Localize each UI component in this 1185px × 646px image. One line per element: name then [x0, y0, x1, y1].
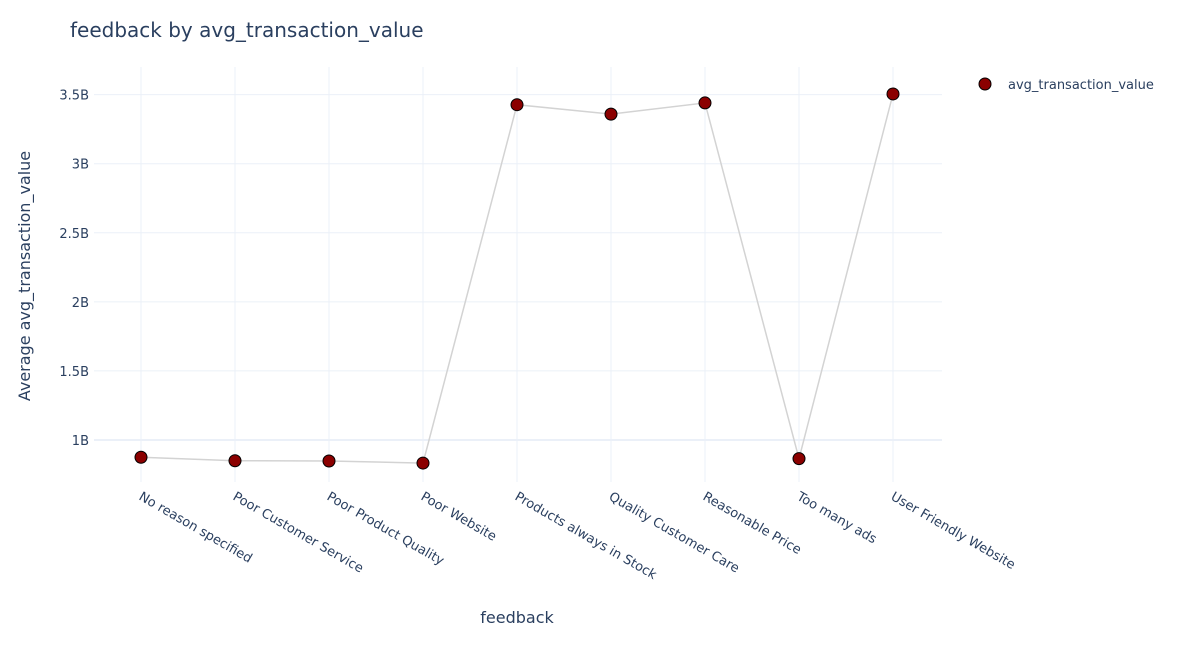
legend-marker-icon	[978, 77, 992, 91]
data-point[interactable]	[322, 454, 336, 468]
x-tick-label: User Friendly Website	[888, 489, 1018, 572]
data-point[interactable]	[134, 450, 148, 464]
data-point[interactable]	[416, 456, 430, 470]
grid	[94, 67, 942, 482]
data-point[interactable]	[792, 452, 806, 466]
data-point[interactable]	[604, 107, 618, 121]
data-point[interactable]	[228, 454, 242, 468]
y-tick-label: 1.5B	[59, 365, 89, 380]
y-tick-label: 2B	[72, 296, 89, 311]
y-axis-ticks: 1B 1.5B 2B 2.5B 3B 3.5B	[59, 89, 89, 449]
y-tick-label: 3B	[72, 158, 89, 173]
y-tick-label: 1B	[72, 434, 89, 449]
data-point[interactable]	[698, 96, 712, 110]
x-axis-title: feedback	[480, 608, 554, 627]
series-markers	[134, 87, 900, 470]
x-tick-label: Poor Website	[418, 489, 499, 544]
legend[interactable]: avg_transaction_value	[978, 77, 1154, 93]
legend-item-label: avg_transaction_value	[1008, 78, 1154, 93]
y-tick-label: 2.5B	[59, 227, 89, 242]
data-point[interactable]	[510, 98, 524, 112]
y-axis-title: Average avg_transaction_value	[15, 151, 35, 401]
x-tick-label: Too many ads	[793, 489, 879, 547]
chart-title: feedback by avg_transaction_value	[70, 18, 424, 42]
y-tick-label: 3.5B	[59, 89, 89, 104]
data-point[interactable]	[886, 87, 900, 101]
